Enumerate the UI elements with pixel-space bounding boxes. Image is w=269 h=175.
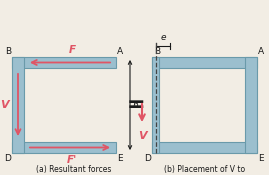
Bar	[12, 57, 24, 153]
Text: (a) Resultant forces
on elements: (a) Resultant forces on elements	[36, 165, 112, 175]
Text: h: h	[133, 100, 139, 110]
Bar	[12, 57, 116, 68]
Text: e: e	[160, 33, 166, 42]
Text: E: E	[258, 154, 264, 163]
Text: B: B	[154, 47, 160, 56]
Text: V: V	[138, 131, 146, 141]
Text: B: B	[5, 47, 11, 56]
Bar	[245, 57, 257, 153]
Text: D: D	[4, 154, 11, 163]
Text: A: A	[258, 47, 264, 56]
Text: E: E	[117, 154, 123, 163]
Text: =: =	[127, 95, 145, 115]
Bar	[152, 142, 257, 153]
Text: F: F	[68, 45, 76, 55]
Text: D: D	[144, 154, 151, 163]
Text: (b) Placement of V to
eliminate twisting: (b) Placement of V to eliminate twisting	[164, 165, 245, 175]
Bar	[152, 57, 159, 153]
Bar	[152, 57, 257, 68]
Text: A: A	[117, 47, 123, 56]
Text: V: V	[0, 100, 9, 110]
Text: F': F'	[67, 155, 77, 165]
Bar	[12, 142, 116, 153]
